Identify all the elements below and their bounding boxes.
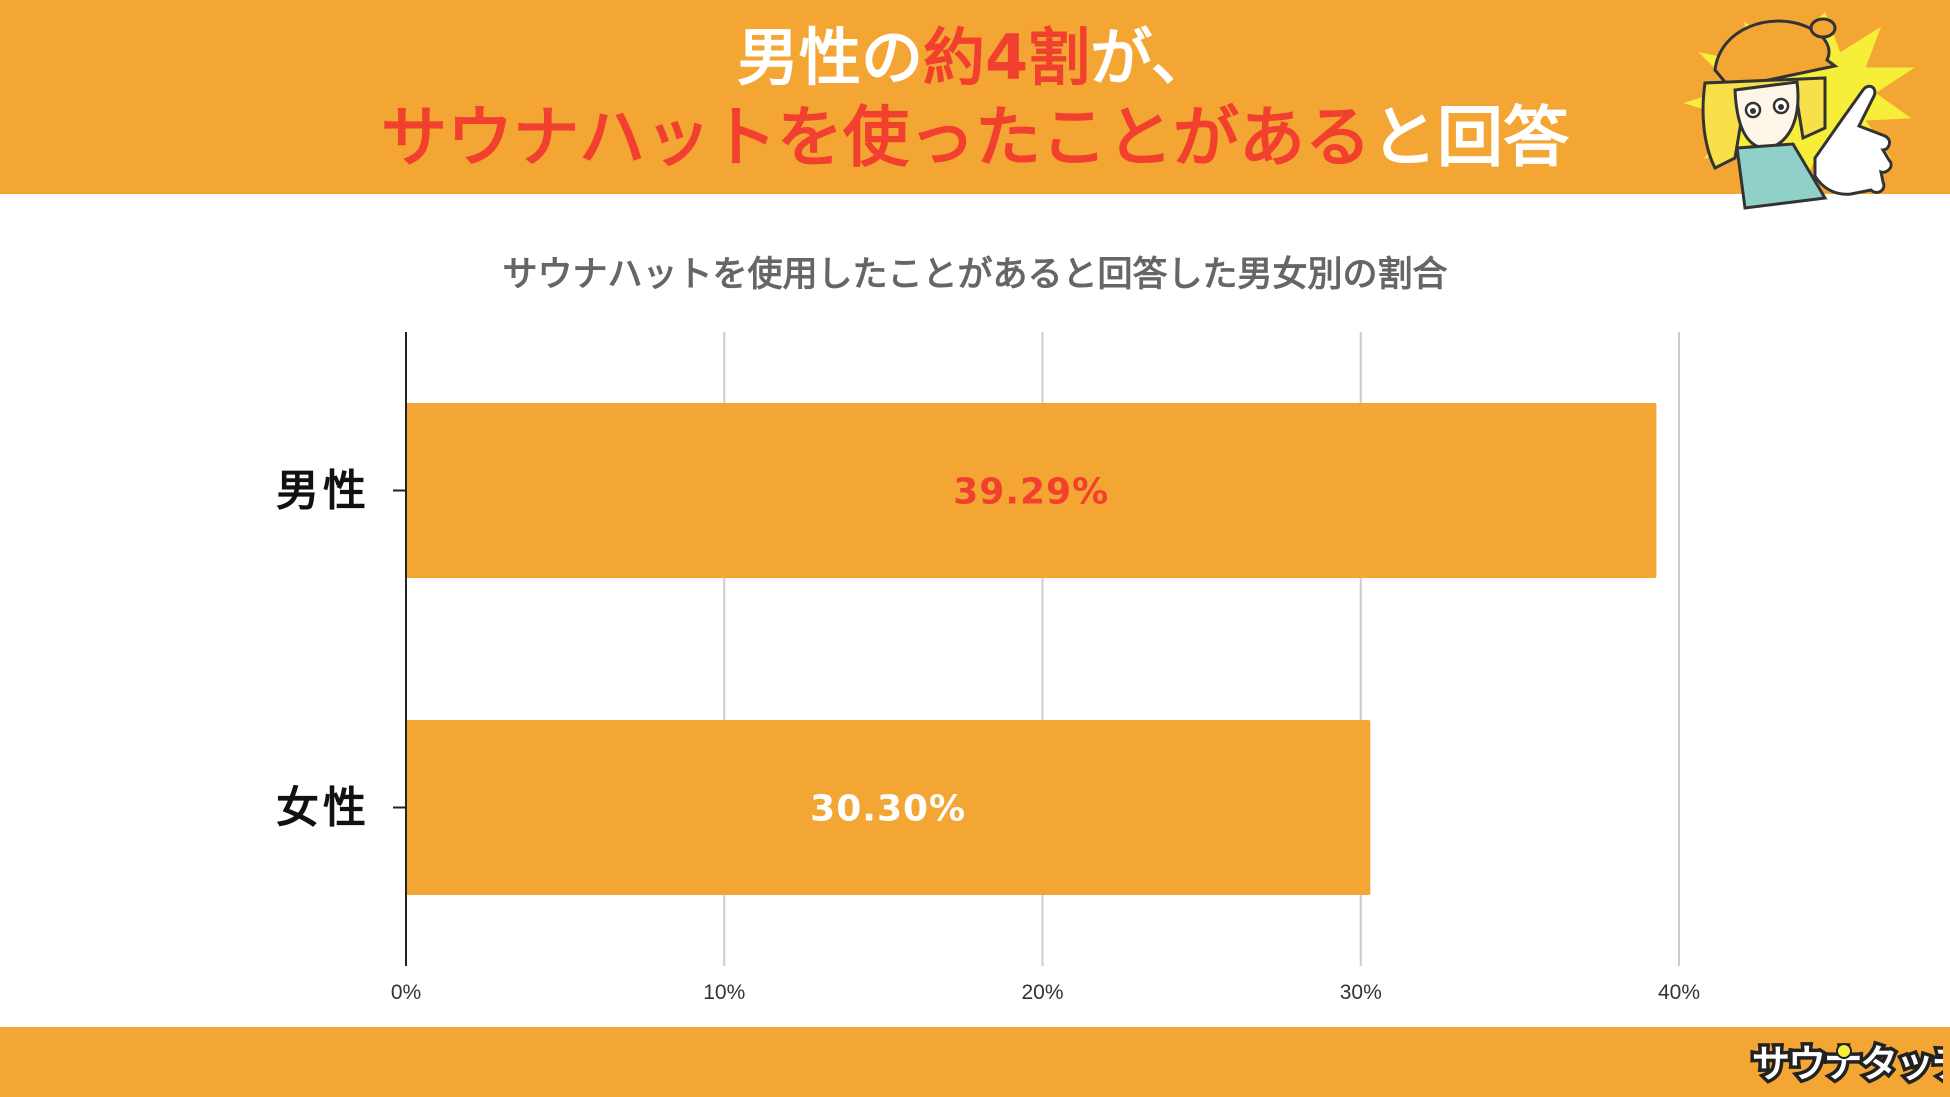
chart-title: サウナハットを使用したことがあると回答した男女別の割合 [502, 255, 1448, 295]
hat-knob [1809, 17, 1837, 39]
x-tick-label: 30% [1340, 981, 1382, 1004]
x-tick-label: 10% [703, 981, 745, 1004]
mascot-pointing-girl-icon [1683, 12, 1915, 210]
y-category-label: 女性 [276, 784, 370, 834]
headline-text-answered: と回答 [1371, 99, 1569, 176]
headline-line-1: 男性の約4割が、 [0, 20, 1950, 96]
headline-highlight-used-sauna-hat: サウナハットを使ったことがある [381, 99, 1371, 176]
bars [406, 403, 1657, 895]
axes [393, 332, 407, 966]
hair-shape [1701, 76, 1827, 171]
headline-highlight-40-percent: 約4割 [923, 21, 1091, 94]
data-label: 39.29% [953, 472, 1109, 513]
data-label: 30.30% [810, 789, 966, 830]
bar-2 [406, 720, 1371, 895]
x-tick-label: 0% [391, 981, 421, 1004]
x-tick-label: 20% [1021, 981, 1063, 1004]
labels: 0% 10% 20% 30% 40% 男性 39.29% 女性 30.30% [276, 467, 1700, 1005]
body-shape [1735, 142, 1828, 210]
headline-line-2: サウナハットを使ったことがあると回答 [0, 98, 1950, 178]
footer-bar [0, 1027, 1950, 1097]
bar-1 [406, 403, 1657, 578]
x-tick-label: 40% [1658, 981, 1700, 1004]
pointing-hand [1813, 84, 1893, 196]
pupil-right [1778, 104, 1784, 110]
sauna-touch-logo: サウナタッチ [1749, 1039, 1944, 1090]
y-category-label: 男性 [276, 467, 370, 517]
headline-text-male-of: 男性の [737, 21, 924, 94]
pupil-left [1750, 108, 1756, 114]
hat-shape [1713, 19, 1839, 90]
header-banner [0, 0, 1950, 194]
headline-text-ga: が、 [1090, 21, 1213, 94]
